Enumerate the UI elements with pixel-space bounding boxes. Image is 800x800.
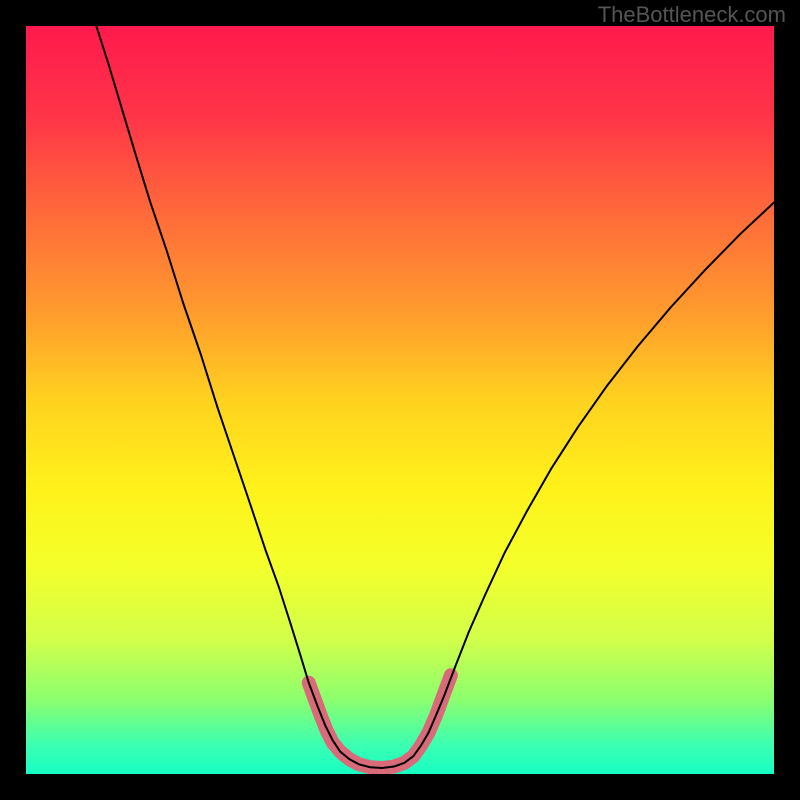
pink-highlight-segment <box>309 675 451 768</box>
plot-area <box>26 26 774 774</box>
chart-root: TheBottleneck.com <box>0 0 800 800</box>
watermark-label: TheBottleneck.com <box>598 2 786 28</box>
curve-layer <box>26 26 774 774</box>
main-curve <box>96 26 774 768</box>
